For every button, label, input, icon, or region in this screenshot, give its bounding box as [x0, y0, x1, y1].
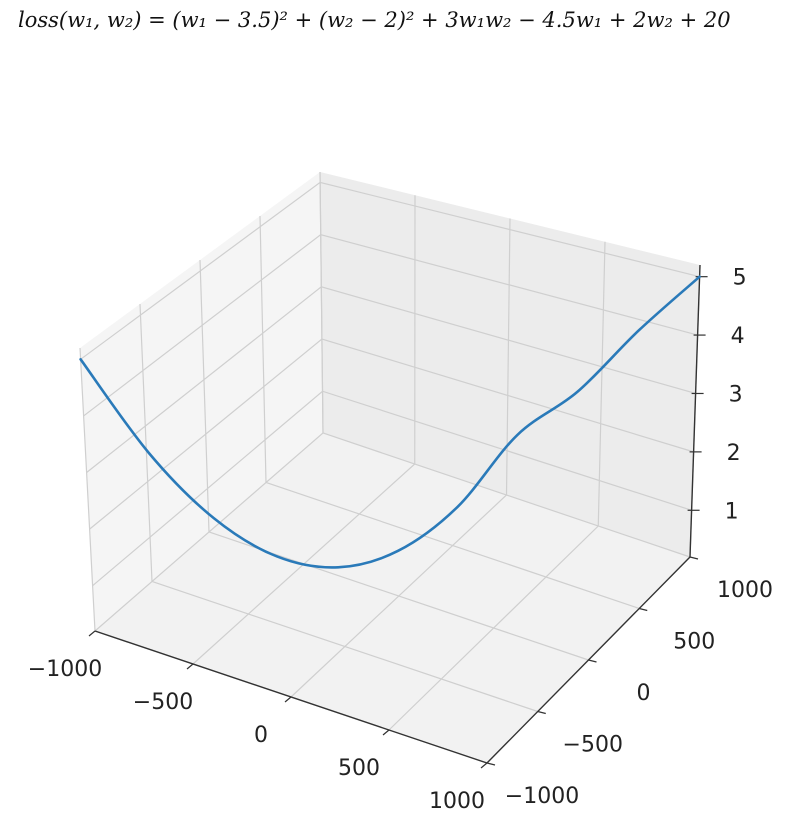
grid-line-z: [86, 286, 696, 473]
x-tick-label: 0: [254, 723, 268, 748]
z-tick-label: 4: [731, 324, 745, 349]
axis-lines: [88, 264, 708, 769]
grid-line-y: [199, 259, 589, 661]
x-tick: [88, 630, 96, 637]
data-series: [79, 275, 701, 569]
side-pane: [80, 172, 323, 631]
x-tick: [186, 663, 194, 670]
grid-line-z: [83, 233, 698, 417]
grid-line-y: [139, 303, 538, 713]
y-tick-label: 500: [673, 630, 715, 655]
y-tick: [486, 762, 496, 766]
z-tick-label: 2: [727, 441, 741, 466]
loss-curve: [79, 275, 701, 569]
loss-formula: loss(w₁, w₂) = (w₁ − 3.5)² + (w₂ − 2)² +…: [18, 8, 731, 32]
y-tick-label: −1000: [505, 784, 579, 809]
grid-line-z: [89, 338, 694, 530]
x-tick-label: 1000: [429, 789, 485, 814]
z-axis-line: [689, 264, 701, 558]
y-tick-label: 1000: [717, 578, 773, 603]
tick-labels: −1000 −500 0 500 1000 −1000 −500 0 500 1000 1 2 3 4 5: [28, 266, 773, 814]
x-tick-label: 500: [338, 756, 380, 781]
y-tick: [689, 556, 699, 560]
grid-line-z: [92, 390, 692, 587]
y-tick: [537, 710, 546, 715]
x-tick: [284, 696, 292, 703]
x-tick-label: −500: [133, 690, 193, 715]
z-tick-label: 5: [733, 266, 747, 291]
grid-line-y: [259, 215, 640, 610]
y-tick-label: 0: [637, 681, 651, 706]
x-tick: [480, 762, 488, 769]
x-tick: [382, 729, 390, 736]
axes-panes: [80, 172, 700, 763]
z-tick-label: 3: [729, 382, 743, 407]
grid-line-y: [319, 171, 691, 558]
y-tick-label: −500: [563, 733, 623, 758]
y-tick: [588, 659, 597, 663]
x-tick-label: −1000: [28, 657, 102, 682]
z-tick-label: 1: [725, 499, 739, 524]
y-tick: [639, 607, 648, 612]
grid-line-z: [80, 181, 700, 360]
